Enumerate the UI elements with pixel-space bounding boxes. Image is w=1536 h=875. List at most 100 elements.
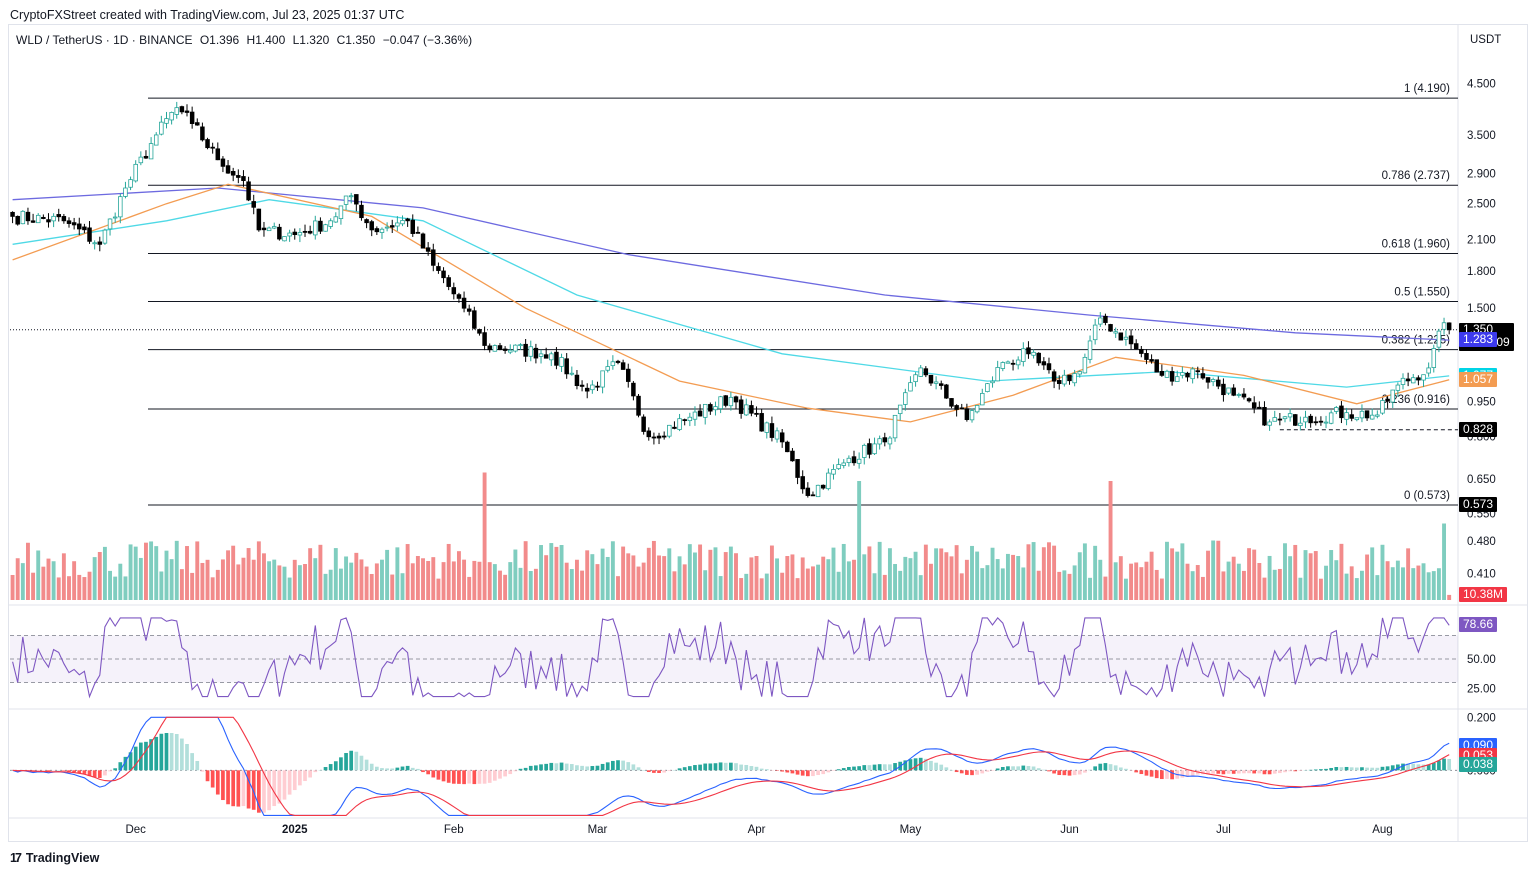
macd-histogram-bar [518,768,523,771]
candle-body [1221,383,1226,396]
volume-bar [1401,567,1405,600]
macd-histogram-bar [1308,769,1313,771]
volume-bar [446,543,451,600]
volume-bar [908,558,913,600]
volume-bar [1252,549,1257,600]
candle-body [35,214,41,224]
macd-histogram-bar [364,759,369,771]
volume-bar [297,565,302,600]
volume-bar [600,548,605,600]
candle-body [56,214,61,218]
volume-bar [256,541,261,600]
volume-bar [574,559,579,600]
candle-body [702,403,708,418]
candle-body [1375,414,1380,417]
volume-bar [708,549,713,600]
volume-bar [785,556,790,600]
macd-histogram-bar [959,770,964,774]
candle-body [1400,377,1406,385]
macd-histogram-bar [1431,762,1436,771]
macd-histogram-bar [785,770,790,773]
macd-histogram-bar [400,766,405,771]
volume-bar [990,547,995,600]
candle-body [30,220,36,223]
macd-histogram-bar [82,770,87,774]
macd-histogram-bar [580,765,584,771]
candle-body [277,226,282,240]
volume-bar [1329,550,1334,600]
price-tick-4: 2.100 [1467,234,1496,246]
candle-body [1051,371,1057,382]
candle-body [944,384,949,399]
candle-body [1318,420,1324,423]
volume-bar [934,548,939,600]
macd-histogram-bar [1011,766,1015,771]
macd-histogram-bar [410,767,415,771]
volume-bar [821,556,826,600]
candle-body [1385,398,1390,402]
volume-bar [1380,544,1385,600]
candle-body [1169,371,1175,382]
candle-body [1087,340,1093,360]
candle-body [1339,405,1344,419]
volume-bar [944,552,949,600]
macd-histogram-bar [826,770,831,773]
candle-body [1210,379,1216,383]
macd-histogram-bar [595,765,600,771]
candle-body [615,360,621,363]
pane-separators [9,25,1527,841]
volume-bar [405,544,410,600]
candle-body [1159,371,1165,376]
macd-histogram-bar [477,770,482,784]
macd-histogram-bar [744,764,749,771]
volume-bar [672,571,677,600]
macd-histogram-bar [554,763,559,771]
macd-histogram-bar [246,770,251,809]
macd-histogram-bar [303,770,307,782]
volume-bar [882,574,887,600]
volume-bar [215,569,220,600]
volume-bar [687,544,692,600]
tradingview-logo[interactable]: 17 TradingView [10,851,99,865]
candle-body [626,368,631,382]
fibonacci-levels: 1 (4.190) 0.786 (2.737) 0.618 (1.960) 0.5 (… [10,83,1458,506]
currency-label[interactable]: USDT [1470,34,1502,46]
fib-label-5: 0.236 (0.916) [1382,394,1451,406]
macd-histogram-bar [241,770,246,807]
macd-histogram-bar [1149,770,1154,777]
volume-bar [1067,573,1072,600]
macd-histogram-bar [1267,770,1272,775]
macd-histogram-bar [954,770,959,773]
candle-body [959,407,964,410]
volume-bar [1416,565,1421,600]
candle-body [641,416,646,432]
volume-bar [179,569,184,600]
candle-body [71,222,77,226]
candle-body [1185,372,1190,378]
symbol-name[interactable]: WLD / TetherUS · 1D · BINANCE [16,33,193,47]
macd-histogram-bar [1385,766,1390,771]
candle-body [302,230,308,233]
candle-body [605,366,610,371]
macd-histogram-bar [457,770,461,784]
macd-histogram-bar [159,733,164,771]
volume-bar [641,562,646,600]
macd-histogram-bar [1247,770,1251,774]
macd-histogram-bar [1129,770,1133,771]
candle-body [225,165,231,174]
macd-histogram-bar [1067,770,1072,776]
volume-bar [805,568,810,600]
candle-body [677,418,682,430]
volume-bar [380,559,384,600]
candle-body [395,222,400,227]
candle-body [66,220,72,224]
macd-histogram-bar [1242,770,1246,774]
rsi-line [12,616,1450,699]
volume-bar [410,563,415,600]
volume-bar [292,559,297,600]
volume-bar [267,561,272,600]
credit-line: CryptoFXStreet created with TradingView.… [10,8,405,22]
candles [10,101,1452,498]
volume-bar [544,555,549,600]
